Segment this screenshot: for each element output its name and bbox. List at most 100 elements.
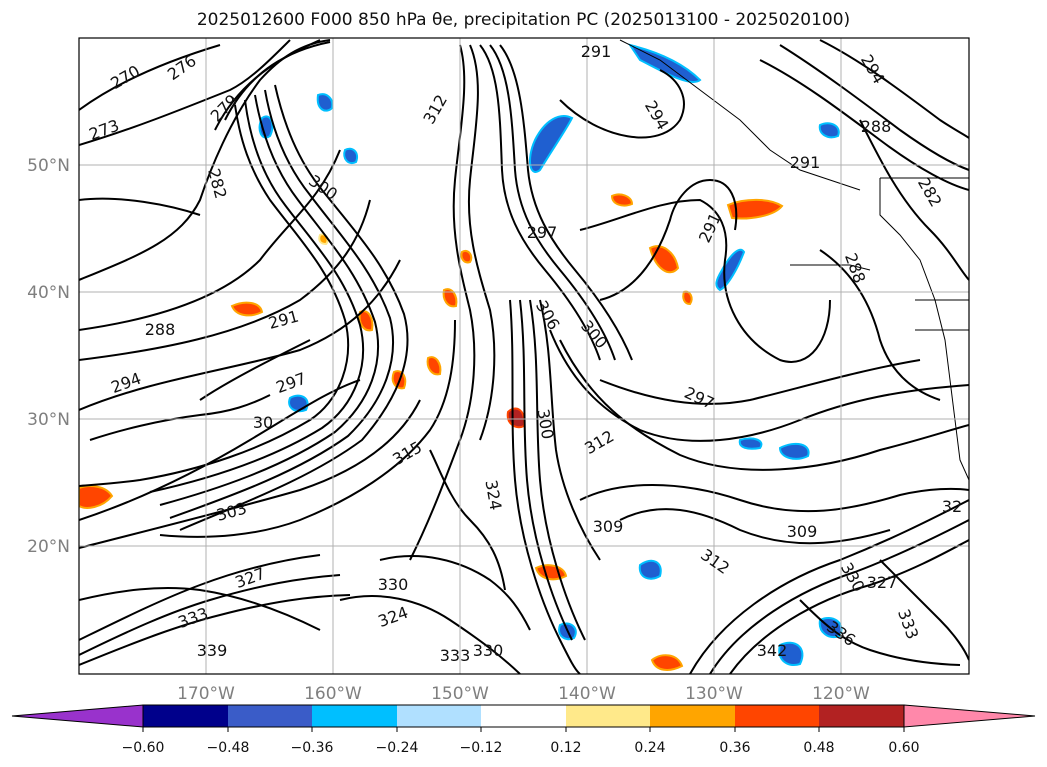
colorbar-tick-labels: −0.60 −0.48 −0.36 −0.24 −0.12 0.12 0.24 … bbox=[122, 740, 920, 756]
contour-line bbox=[559, 339, 969, 471]
precip-patch bbox=[726, 198, 784, 220]
lon-label: 170°W bbox=[177, 684, 235, 704]
positive-precip-patches bbox=[79, 193, 784, 671]
colorbar-segment bbox=[819, 705, 904, 727]
contour-line bbox=[159, 94, 379, 506]
contour-line bbox=[579, 198, 831, 363]
contour-line bbox=[519, 299, 573, 641]
colorbar-extend-high bbox=[903, 704, 1036, 728]
contour-line bbox=[539, 299, 601, 561]
colorbar-segment bbox=[650, 705, 735, 727]
lat-label: 30°N bbox=[27, 410, 70, 430]
colorbar-tick-label: −0.12 bbox=[460, 740, 503, 756]
colorbar-tick-label: −0.36 bbox=[291, 740, 334, 756]
contour-line bbox=[799, 599, 961, 666]
contour-line bbox=[549, 329, 969, 442]
contour-line bbox=[79, 594, 351, 666]
contour-label: 309 bbox=[787, 522, 818, 541]
contour-line bbox=[819, 249, 941, 401]
coastline bbox=[879, 178, 969, 481]
colorbar-segment bbox=[735, 705, 819, 727]
contour-label: 288 bbox=[145, 320, 176, 339]
contour-line bbox=[429, 449, 506, 591]
contour-label: 342 bbox=[757, 641, 788, 660]
coastline bbox=[619, 39, 861, 191]
colorbar-tick-label: −0.24 bbox=[376, 740, 419, 756]
colorbar-extend-low bbox=[11, 704, 144, 728]
contour-line bbox=[89, 394, 271, 441]
contour-line bbox=[509, 299, 581, 674]
contour-line bbox=[179, 84, 409, 531]
contour-line bbox=[879, 559, 969, 661]
contour-line bbox=[79, 104, 350, 487]
precip-patch bbox=[358, 310, 374, 332]
contour-line bbox=[79, 574, 341, 656]
graticule bbox=[79, 38, 969, 674]
contour-line bbox=[379, 555, 531, 631]
colorbar-segment bbox=[312, 705, 397, 727]
precip-patch bbox=[442, 288, 458, 308]
contour-line bbox=[759, 59, 969, 191]
colorbar-segment bbox=[143, 705, 228, 727]
contour-line bbox=[479, 44, 601, 361]
contour-line bbox=[709, 519, 969, 674]
contour-line bbox=[79, 39, 331, 281]
map-panel: 270 276 279 273 282 300 291 297 291 288 … bbox=[78, 37, 970, 675]
precip-patch bbox=[818, 122, 840, 139]
colorbar-ticks bbox=[142, 727, 905, 732]
contour-line bbox=[489, 44, 616, 361]
map-title: 2025012600 F000 850 hPa θe, precipitatio… bbox=[196, 10, 851, 30]
lon-label: 140°W bbox=[558, 684, 616, 704]
contour-line bbox=[339, 595, 521, 674]
colorbar-tick-label: 0.36 bbox=[719, 740, 750, 756]
contour-line bbox=[79, 197, 201, 216]
precip-patch bbox=[682, 290, 693, 306]
colorbar-tick-label: 0.48 bbox=[803, 740, 834, 756]
contour-line bbox=[499, 44, 633, 361]
contour-line bbox=[529, 299, 586, 641]
precip-patch bbox=[650, 654, 684, 671]
precip-patch bbox=[610, 193, 634, 207]
contour-line bbox=[159, 319, 456, 538]
contour-line bbox=[149, 99, 364, 493]
precip-patch bbox=[778, 641, 804, 666]
precip-patch bbox=[738, 437, 763, 450]
lat-label: 50°N bbox=[27, 156, 70, 176]
precip-patch bbox=[506, 407, 526, 429]
contour-label: 30 bbox=[253, 413, 273, 432]
contour-line bbox=[79, 39, 291, 146]
precip-patch bbox=[638, 559, 662, 580]
colorbar-outline bbox=[142, 704, 905, 728]
coastline bbox=[915, 299, 969, 331]
colorbar-segment bbox=[481, 705, 566, 727]
lat-label: 40°N bbox=[27, 283, 70, 303]
theta-e-contours bbox=[79, 39, 969, 674]
contour-line bbox=[559, 69, 685, 139]
map-frame bbox=[78, 37, 970, 675]
lon-label: 130°W bbox=[685, 684, 743, 704]
precip-patch bbox=[230, 301, 264, 317]
contour-line bbox=[689, 499, 969, 674]
colorbar: −0.60 −0.48 −0.36 −0.24 −0.12 0.12 0.24 … bbox=[11, 704, 1036, 756]
lon-label: 160°W bbox=[304, 684, 362, 704]
colorbar-tick-label: 0.60 bbox=[888, 740, 919, 756]
precip-patch bbox=[258, 115, 274, 139]
colorbar-tick-label: −0.60 bbox=[122, 740, 165, 756]
precip-patch bbox=[288, 394, 309, 413]
contour-line bbox=[199, 339, 311, 401]
contour-line bbox=[599, 359, 921, 405]
contour-line bbox=[467, 44, 496, 441]
colorbar-tick-label: 0.24 bbox=[634, 740, 665, 756]
precip-patch bbox=[316, 93, 334, 112]
contour-label: 291 bbox=[581, 42, 612, 61]
precip-patch bbox=[715, 248, 746, 292]
coastlines bbox=[619, 39, 969, 481]
contour-label: 333 bbox=[440, 646, 471, 665]
precip-patch bbox=[778, 442, 810, 460]
colorbar-segment bbox=[397, 705, 481, 727]
contour-line bbox=[819, 39, 969, 139]
contour-line bbox=[779, 44, 969, 171]
contour-line bbox=[859, 119, 969, 281]
coastline bbox=[790, 264, 871, 271]
